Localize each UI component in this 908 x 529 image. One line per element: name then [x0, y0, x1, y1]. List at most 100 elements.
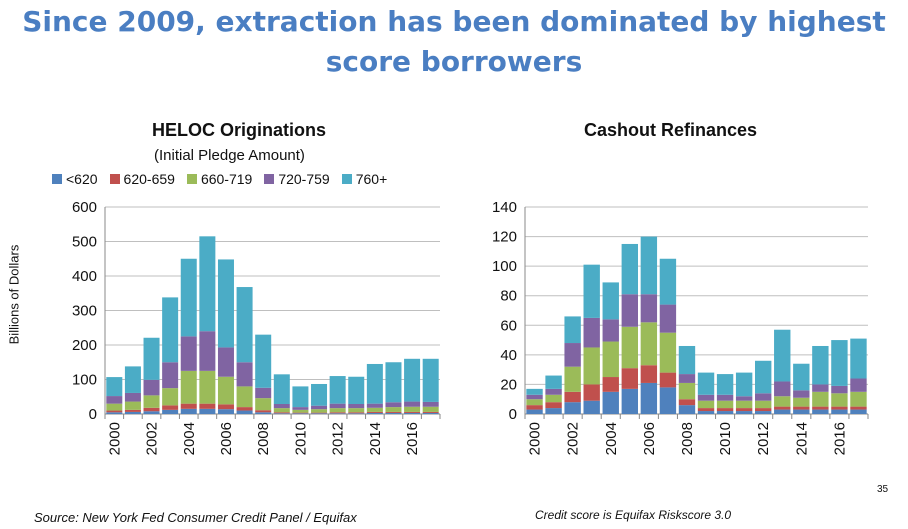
heloc-bar-segment	[236, 410, 253, 414]
cashout-bar-segment	[640, 236, 658, 295]
heloc-x-tick-label: 2002	[144, 422, 161, 455]
cashout-x-tick-label: 2012	[755, 422, 772, 455]
cashout-bar-segment	[526, 409, 543, 414]
cashout-bar-segment	[678, 374, 696, 383]
cashout-bar-segment	[621, 388, 638, 414]
cashout-y-tick-label: 20	[500, 376, 517, 393]
heloc-bar-segment	[199, 331, 216, 371]
slide-title-line1: Since 2009, extraction has been dominate…	[22, 5, 886, 38]
heloc-bar-segment	[255, 410, 272, 413]
cashout-bar-segment	[850, 406, 867, 410]
heloc-bar-segment	[199, 408, 216, 414]
cashout-bar-segment	[602, 391, 619, 414]
heloc-bar-segment	[236, 287, 253, 363]
cashout-bar-segment	[697, 372, 715, 395]
heloc-bar-segment	[366, 407, 383, 412]
cashout-x-tick-label: 2016	[831, 422, 848, 455]
cashout-bar-segment	[716, 374, 734, 395]
cashout-bar-segment	[793, 397, 810, 407]
cashout-bar-segment	[831, 385, 848, 394]
legend-swatch	[264, 174, 275, 184]
heloc-bar-segment	[162, 362, 179, 389]
chart-legend: <620 620-659 660-719 720-759 760+	[52, 171, 387, 187]
cashout-y-tick-label: 120	[492, 229, 517, 246]
heloc-bar-segment	[385, 402, 402, 408]
cashout-bar-segment	[583, 347, 600, 385]
cashout-bar-segment	[602, 341, 619, 378]
heloc-x-tick-label: 2000	[106, 422, 123, 455]
legend-label: 620-659	[123, 171, 175, 187]
heloc-bar-segment	[162, 405, 179, 410]
heloc-bar-segment	[348, 403, 365, 409]
heloc-chart-title: HELOC Originations	[152, 120, 327, 140]
heloc-bar-segment	[255, 398, 272, 411]
heloc-bar-segment	[273, 403, 290, 409]
cashout-bar-segment	[583, 400, 600, 414]
cashout-bar-segment	[716, 400, 734, 409]
cashout-bar-segment	[716, 411, 734, 414]
cashout-bar-segment	[812, 406, 829, 410]
heloc-bar-segment	[404, 406, 421, 412]
cashout-bar-segment	[640, 322, 658, 366]
heloc-chart-subtitle: (Initial Pledge Amount)	[154, 147, 305, 164]
heloc-bar-segment	[255, 334, 272, 388]
heloc-bar-segment	[292, 407, 309, 410]
heloc-bar-segment	[217, 409, 234, 414]
cashout-bar-segment	[812, 384, 829, 392]
cashout-chart-title: Cashout Refinances	[584, 120, 758, 140]
cashout-bar-segment	[621, 368, 638, 389]
heloc-bar-segment	[329, 403, 346, 409]
heloc-x-tick-label: 2014	[367, 422, 384, 455]
legend-item: 720-759	[264, 171, 330, 187]
heloc-chart: 0 100 200 300 400 500 600 2000 2002 2004 2006 2008 2…	[72, 199, 441, 455]
legend-item: 620-659	[109, 171, 175, 187]
heloc-bar-segment	[106, 403, 123, 411]
legend-item: 660-719	[186, 171, 252, 187]
cashout-x-tick-label: 2000	[527, 422, 544, 455]
heloc-bar-segment	[273, 413, 290, 414]
cashout-bar-segment	[793, 390, 810, 398]
heloc-x-tick-label: 2010	[292, 422, 309, 455]
heloc-bar-segment	[404, 411, 421, 413]
heloc-bar-segment	[311, 412, 328, 414]
heloc-bar-segment	[124, 409, 141, 412]
heloc-bar-segment	[143, 411, 160, 414]
heloc-bar-segment	[404, 412, 421, 414]
heloc-bar-segment	[292, 386, 309, 408]
heloc-y-tick-label: 200	[72, 337, 97, 354]
cashout-bar-segment	[564, 316, 581, 344]
cashout-bar-segment	[850, 338, 867, 379]
cashout-bar-segment	[755, 393, 772, 401]
heloc-bar-segment	[311, 413, 328, 414]
heloc-bar-segment	[124, 366, 141, 393]
heloc-bar-segment	[236, 362, 253, 387]
heloc-bar-segment	[366, 363, 383, 404]
cashout-bar-segment	[678, 399, 696, 406]
cashout-bar-segment	[850, 409, 867, 414]
heloc-bar-segment	[422, 412, 439, 414]
cashout-bar-segment	[659, 304, 677, 333]
cashout-bar-segment	[774, 409, 791, 414]
heloc-bar-segment	[422, 358, 439, 402]
cashout-y-tick-label: 100	[492, 258, 517, 275]
heloc-bar-segment	[124, 411, 141, 414]
cashout-bar-segment	[774, 396, 791, 407]
heloc-y-tick-label: 500	[72, 234, 97, 251]
cashout-bar-segment	[640, 365, 658, 383]
legend-swatch	[52, 174, 62, 184]
heloc-y-tick-label: 0	[89, 406, 97, 423]
cashout-bar-segment	[831, 340, 848, 386]
heloc-bar-segment	[236, 407, 253, 411]
heloc-bar-segment	[106, 377, 123, 397]
cashout-bar-segment	[774, 329, 791, 382]
heloc-bar-segment	[366, 403, 383, 408]
cashout-bar-segment	[755, 400, 772, 409]
heloc-bar-segment	[366, 411, 383, 413]
heloc-bar-segment	[180, 403, 197, 409]
heloc-bar-segment	[329, 376, 346, 404]
cashout-y-tick-label: 40	[500, 347, 517, 364]
heloc-bar-segment	[385, 362, 402, 403]
cashout-bar-segment	[831, 393, 848, 407]
cashout-bar-segment	[640, 382, 658, 414]
legend-label: 720-759	[278, 171, 330, 187]
